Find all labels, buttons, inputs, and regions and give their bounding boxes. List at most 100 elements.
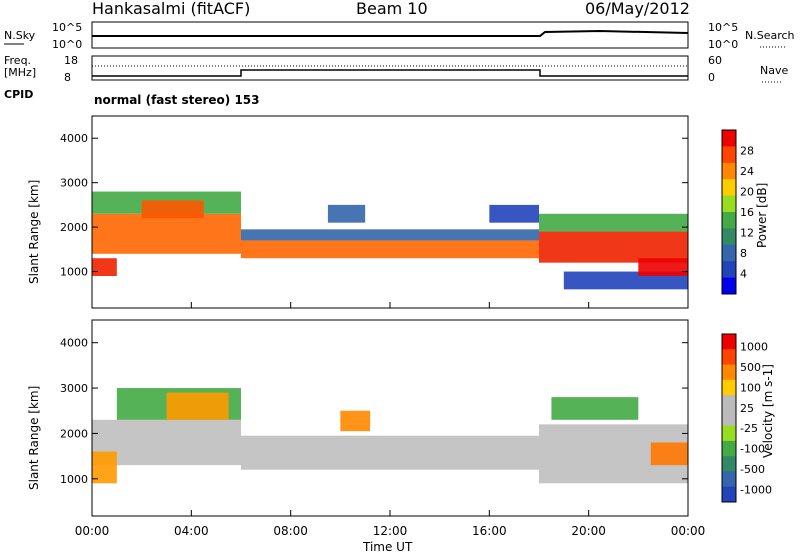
power-cbar-cell-4 bbox=[722, 195, 736, 213]
velocity-ytick-label-2: 3000 bbox=[60, 382, 88, 395]
velocity-cbar-frame bbox=[721, 333, 737, 503]
freq-line bbox=[92, 69, 688, 77]
power-band-3 bbox=[141, 200, 204, 219]
velocity-cbar-cell-2 bbox=[722, 364, 736, 381]
velocity-cbar-cell-6 bbox=[722, 425, 736, 442]
power-cbar-tick-4: 20 bbox=[740, 186, 754, 199]
noise-sky-line bbox=[92, 29, 689, 37]
beam-title: Beam 10 bbox=[356, 0, 428, 18]
power-cbar-cell-2 bbox=[722, 162, 736, 180]
power-band-1 bbox=[92, 213, 241, 254]
xtick-label-4: 16:00 bbox=[472, 524, 507, 538]
xtick-label-0: 00:00 bbox=[75, 524, 110, 538]
x-axis: 00:00 04:00 08:00 12:00 16:00 20:00 00:00 bbox=[75, 302, 706, 538]
velocity-ytick-label-1: 2000 bbox=[60, 427, 88, 440]
velocity-yticks: 1000 2000 3000 4000 bbox=[60, 337, 688, 486]
power-cbar-cell-8 bbox=[722, 261, 736, 279]
freq-right-tick-bottom: 0 bbox=[708, 71, 715, 84]
velocity-cbar-tick-2: 100 bbox=[740, 381, 761, 394]
freq-panel-frame bbox=[91, 55, 689, 81]
velocity-cbar-cell-9 bbox=[722, 471, 736, 488]
power-cbar-cell-7 bbox=[722, 244, 736, 262]
freq-left-label-2: [MHz] bbox=[4, 66, 36, 79]
velocity-band-4 bbox=[241, 435, 539, 470]
xtick-label-6: 00:00 bbox=[671, 524, 706, 538]
nave-label: Nave bbox=[760, 64, 788, 77]
power-cbar-cell-6 bbox=[722, 228, 736, 246]
xtick-label-1: 04:00 bbox=[174, 524, 209, 538]
velocity-cbar-cell-5 bbox=[722, 410, 736, 427]
xtick-label-2: 08:00 bbox=[273, 524, 308, 538]
power-cbar-cell-9 bbox=[722, 277, 736, 295]
power-heatmap bbox=[92, 191, 688, 290]
power-colorbar: 4 8 12 16 20 24 28 bbox=[721, 129, 754, 295]
power-ytick-label-3: 4000 bbox=[60, 132, 88, 145]
velocity-band-7 bbox=[551, 397, 639, 420]
power-ytick-label-1: 2000 bbox=[60, 221, 88, 234]
power-band-11 bbox=[638, 258, 688, 276]
freq-right-tick-top: 60 bbox=[708, 54, 722, 67]
velocity-cbar-cell-0 bbox=[722, 334, 736, 350]
xtick-label-5: 20:00 bbox=[571, 524, 606, 538]
noise-left-label: N.Sky bbox=[4, 29, 36, 42]
date-title: 06/May/2012 bbox=[585, 0, 690, 18]
power-ylabel: Slant Range [km] bbox=[27, 180, 41, 284]
noise-right-label: N.Search bbox=[745, 29, 795, 42]
power-cbar-tick-6: 28 bbox=[740, 145, 754, 158]
power-band-4 bbox=[241, 240, 539, 259]
velocity-cbar-label: Velocity [m s-1] bbox=[761, 364, 775, 458]
velocity-band-5 bbox=[340, 410, 371, 432]
power-cbar-cell-0 bbox=[722, 130, 736, 147]
velocity-cbar-tick-4: -25 bbox=[740, 422, 758, 435]
power-band-9 bbox=[539, 213, 688, 232]
velocity-cbar-tick-7: -1000 bbox=[740, 484, 772, 497]
noise-left-tick-top: 10^5 bbox=[52, 21, 82, 34]
power-band-5 bbox=[241, 229, 539, 241]
velocity-ytick-label-0: 1000 bbox=[60, 473, 88, 486]
x-axis-label: Time UT bbox=[362, 540, 413, 554]
velocity-band-2 bbox=[166, 392, 229, 420]
power-band-6 bbox=[327, 204, 366, 223]
xtick-label-3: 12:00 bbox=[373, 524, 408, 538]
velocity-heatmap bbox=[92, 388, 688, 484]
velocity-cbar-cell-4 bbox=[722, 395, 736, 411]
velocity-band-3 bbox=[92, 451, 117, 484]
velocity-ytick-label-3: 4000 bbox=[60, 337, 88, 350]
power-ytick-label-2: 3000 bbox=[60, 177, 88, 190]
velocity-ylabel: Slant Range [km] bbox=[27, 386, 41, 490]
power-cbar-label: Power [dB] bbox=[755, 183, 769, 248]
velocity-cbar-tick-5: -100 bbox=[740, 443, 765, 456]
station-title: Hankasalmi (fitACF) bbox=[92, 0, 250, 18]
power-cbar-tick-5: 24 bbox=[740, 165, 754, 178]
cpid-value: normal (fast stereo) 153 bbox=[94, 93, 260, 107]
velocity-band-8 bbox=[650, 442, 688, 466]
velocity-cbar-cell-10 bbox=[722, 486, 736, 503]
power-cbar-tick-2: 12 bbox=[740, 227, 754, 240]
power-cbar-cell-3 bbox=[722, 179, 736, 197]
power-cbar-frame bbox=[721, 129, 737, 295]
cpid-label: CPID bbox=[4, 88, 33, 101]
velocity-cbar-cell-7 bbox=[722, 440, 736, 457]
power-cbar-tick-3: 16 bbox=[740, 206, 754, 219]
velocity-cbar-tick-3: 25 bbox=[740, 402, 754, 415]
power-cbar-cell-5 bbox=[722, 212, 736, 229]
power-cbar-cell-1 bbox=[722, 146, 736, 164]
power-band-8 bbox=[539, 231, 688, 263]
velocity-cbar-tick-6: -500 bbox=[740, 463, 765, 476]
velocity-cbar-cell-3 bbox=[722, 379, 736, 396]
noise-right-tick-bottom: 10^0 bbox=[708, 38, 738, 51]
velocity-cbar-tick-0: 1000 bbox=[740, 340, 768, 353]
freq-left-tick-bottom: 8 bbox=[64, 71, 71, 84]
noise-left-tick-bottom: 10^0 bbox=[52, 38, 82, 51]
power-band-0 bbox=[92, 258, 117, 276]
velocity-cbar-cell-8 bbox=[722, 456, 736, 472]
freq-left-label-1: Freq. bbox=[4, 54, 31, 67]
velocity-cbar-cell-1 bbox=[722, 349, 736, 366]
velocity-cbar-tick-1: 500 bbox=[740, 361, 761, 374]
power-cbar-tick-0: 4 bbox=[740, 268, 747, 281]
velocity-colorbar: 1000 500 100 25 -25 -100 -500 -1000 bbox=[721, 333, 772, 503]
freq-left-tick-top: 18 bbox=[64, 54, 78, 67]
noise-right-tick-top: 10^5 bbox=[708, 21, 738, 34]
power-cbar-tick-1: 8 bbox=[740, 247, 747, 260]
power-yticks: 1000 2000 3000 4000 bbox=[60, 132, 688, 279]
